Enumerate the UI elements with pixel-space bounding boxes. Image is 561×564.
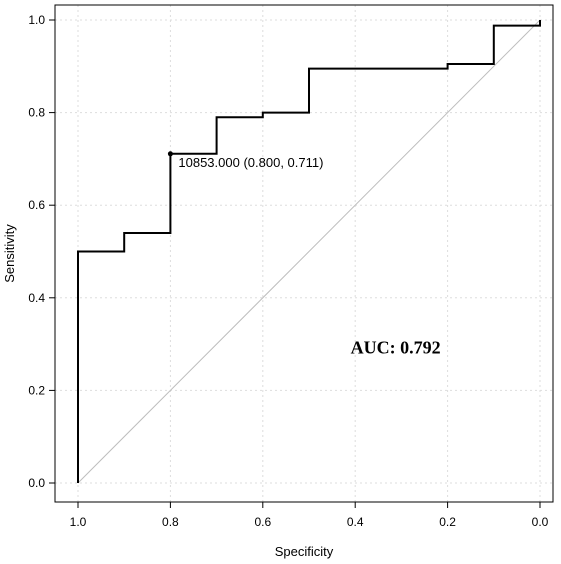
x-tick-label: 0.2 bbox=[439, 515, 456, 529]
auc-annotation: AUC: 0.792 bbox=[351, 337, 441, 357]
y-tick-label: 0.8 bbox=[28, 106, 45, 120]
y-tick-label: 0.2 bbox=[28, 383, 45, 397]
x-tick-label: 1.0 bbox=[70, 515, 87, 529]
y-tick-label: 0.4 bbox=[28, 291, 45, 305]
x-tick-label: 0.4 bbox=[347, 515, 364, 529]
best-threshold-label: 10853.000 (0.800, 0.711) bbox=[178, 155, 323, 170]
diagonal-reference-line bbox=[77, 19, 541, 484]
y-tick-label: 1.0 bbox=[28, 13, 45, 27]
y-axis-ticks: 0.0 0.2 0.4 0.6 0.8 1.0 bbox=[28, 13, 55, 490]
x-tick-label: 0.8 bbox=[162, 515, 179, 529]
x-axis-ticks: 1.0 0.8 0.6 0.4 0.2 0.0 bbox=[70, 502, 549, 529]
grid-lines bbox=[55, 5, 553, 502]
y-axis-title: Sensitivity bbox=[2, 224, 17, 283]
y-tick-label: 0.0 bbox=[28, 476, 45, 490]
best-threshold-point bbox=[167, 151, 173, 157]
x-axis-title: Specificity bbox=[275, 544, 334, 559]
y-tick-label: 0.6 bbox=[28, 198, 45, 212]
x-tick-label: 0.0 bbox=[532, 515, 549, 529]
plot-frame bbox=[54, 4, 554, 503]
roc-curve bbox=[77, 20, 541, 483]
x-tick-label: 0.6 bbox=[254, 515, 271, 529]
